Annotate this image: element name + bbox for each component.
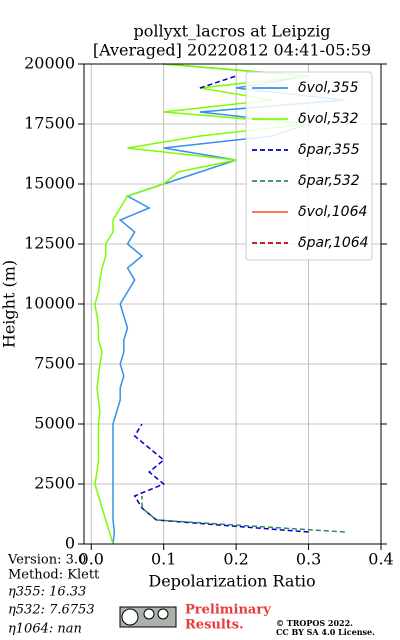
plot-frame (83, 63, 382, 545)
y-tick-label: 7500 (34, 354, 75, 373)
notice: Results. (185, 618, 244, 633)
y-tick-label: 10000 (24, 294, 75, 313)
x-tick-label: 0.2 (223, 550, 248, 569)
x-tick-label: 0.1 (151, 550, 176, 569)
x-axis-label: Depolarization Ratio (148, 572, 315, 591)
chart-subtitle: [Averaged] 20220812 04:41-05:59 (93, 41, 371, 60)
notice: Preliminary (185, 603, 271, 618)
x-tick-label: 0.3 (296, 550, 321, 569)
info-text: η1064: nan (8, 622, 82, 637)
series-line (112, 63, 345, 545)
chart-title: pollyxt_lacros at Leipzig (133, 22, 330, 41)
series-line (133, 75, 309, 533)
info-text: Version: 3.0 (7, 553, 86, 568)
y-axis-label: Height (m) (0, 260, 19, 348)
x-tick-label: 0.4 (368, 550, 393, 569)
series-line (94, 63, 309, 545)
info-text: Method: Klett (8, 568, 100, 583)
legend-box (245, 71, 373, 261)
y-tick-label: 15000 (24, 174, 75, 193)
legend-label: δpar,532 (298, 173, 360, 189)
y-tick-label: 0 (65, 534, 75, 553)
license: CC BY SA 4.0 License. (276, 627, 375, 637)
legend-label: δvol,355 (298, 80, 359, 96)
y-tick-label: 5000 (34, 414, 75, 433)
info-text: η532: 7.6753 (8, 603, 95, 618)
legend-label: δpar,1064 (298, 235, 369, 251)
info-text: η355: 16.33 (8, 585, 86, 600)
y-tick-label: 2500 (34, 474, 75, 493)
y-tick-label: 17500 (24, 114, 75, 133)
legend-label: δvol,1064 (298, 204, 367, 220)
legend: δvol,355 δvol,532 δpar,355 δpar,532 δvol,106… (245, 71, 373, 261)
cc-logo (119, 606, 177, 628)
y-tick-label: 12500 (24, 234, 75, 253)
legend-label: δvol,532 (298, 111, 359, 127)
x-tick-label: 0.0 (79, 550, 104, 569)
copyright: © TROPOS 2022. (276, 618, 353, 628)
legend-label: δpar,355 (298, 142, 360, 158)
y-tick-label: 20000 (24, 54, 75, 73)
